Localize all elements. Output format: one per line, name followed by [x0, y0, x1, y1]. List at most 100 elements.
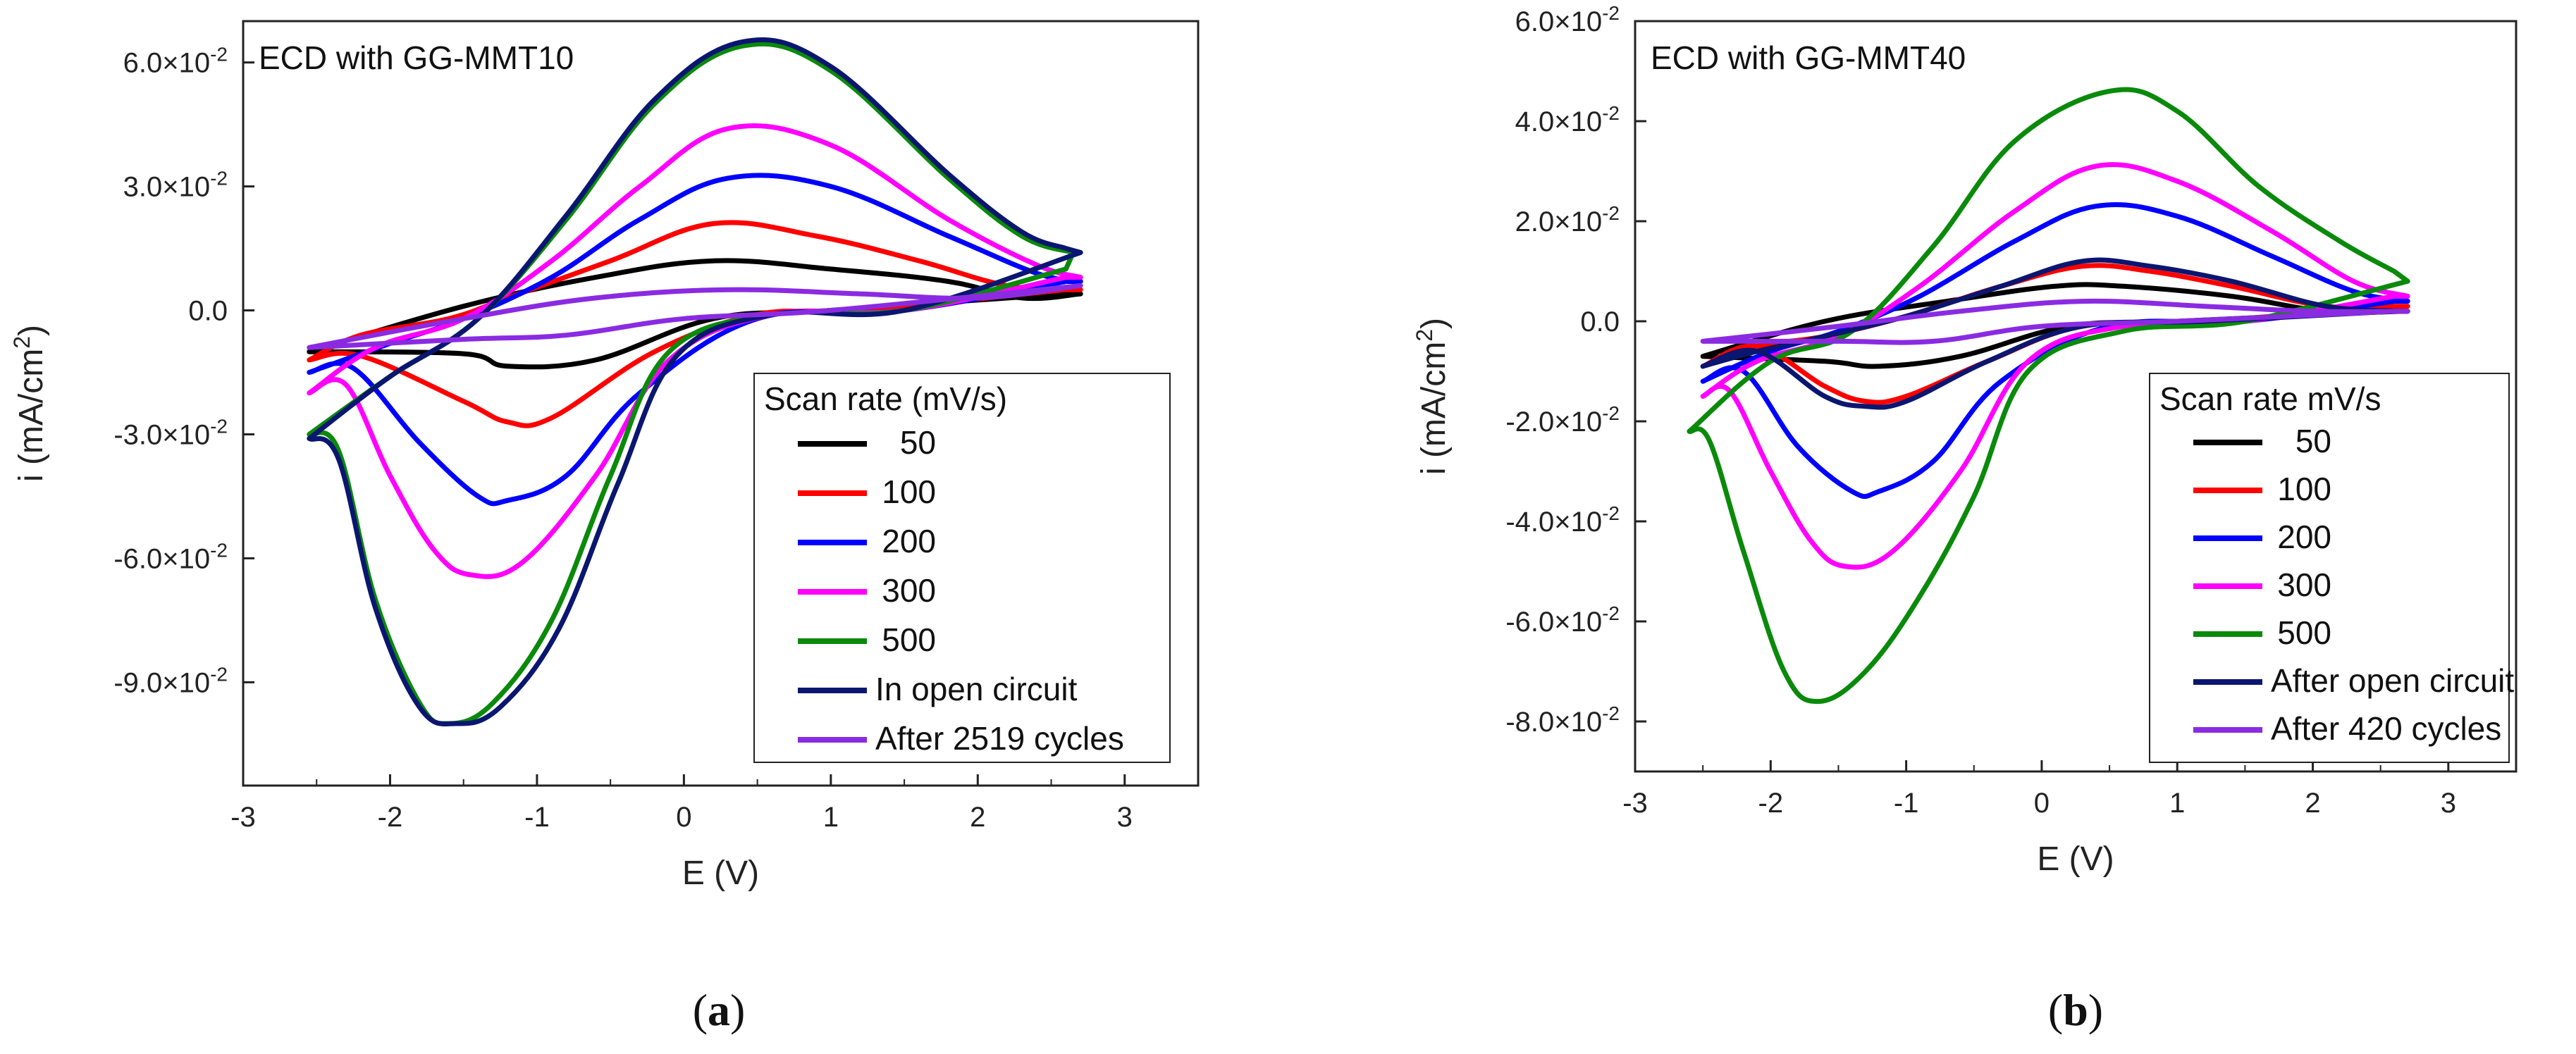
y-tick-exponent: -2 [210, 539, 228, 561]
x-axis-title: E (V) [682, 855, 759, 892]
x-tick-label: 0 [2034, 788, 2050, 819]
y-axis-title-main: i (mA/cm [1415, 342, 1453, 475]
y-tick-exponent: -2 [1602, 102, 1620, 124]
y-tick-mantissa: -3.0×10 [113, 419, 210, 450]
y-tick-mantissa: 0.0 [1580, 306, 1620, 337]
y-tick-exponent: -2 [1602, 502, 1620, 524]
cv-curve-after-420-cycles [1700, 298, 2410, 345]
legend-label: 100 [2277, 471, 2331, 507]
y-tick-mantissa: -9.0×10 [113, 667, 210, 698]
x-tick-label: 2 [2305, 788, 2320, 819]
series-group [1687, 87, 2410, 705]
y-tick-exponent: -2 [1602, 602, 1620, 624]
y-tick-mantissa: 6.0×10 [1515, 6, 1602, 37]
y-axis-title-superscript: 2 [1412, 329, 1437, 342]
y-tick-mantissa: 0.0 [188, 296, 228, 327]
legend-box [753, 373, 1171, 763]
legend-label: After open circuit [2271, 662, 2514, 699]
y-tick-mantissa: -6.0×10 [1505, 607, 1602, 638]
y-tick-exponent: -2 [210, 663, 228, 685]
legend-label: 300 [2277, 566, 2331, 603]
y-tick-label: -9.0×10-2 [113, 663, 228, 698]
chart-panel-b: -3 -2 -1 0 1 2 36.0×10-24.0×10-22.0×10-20.0-2.… [1412, 2, 2518, 1035]
y-tick-label: 6.0×10-2 [1515, 2, 1620, 37]
cv-curve-200 [307, 173, 1083, 507]
y-tick-mantissa: 2.0×10 [1515, 206, 1602, 237]
panel-label-open: ( [2048, 985, 2063, 1035]
legend-label: 200 [2277, 519, 2331, 555]
legend-title: Scan rate mV/s [2159, 380, 2381, 417]
legend-label: 300 [882, 572, 936, 609]
x-tick-label: 3 [2441, 788, 2456, 819]
y-tick-label: -4.0×10-2 [1505, 502, 1620, 538]
y-axis-title-superscript: 2 [9, 336, 35, 349]
x-tick-label: 2 [970, 802, 985, 833]
y-tick-mantissa: 4.0×10 [1515, 106, 1602, 137]
y-tick-exponent: -2 [1602, 2, 1620, 24]
chart-annotation-title: ECD with GG-MMT10 [259, 39, 574, 76]
y-tick-label: 0.0 [1580, 306, 1620, 337]
y-axis-title-close: ) [13, 325, 50, 336]
legend-label: After 2519 cycles [875, 720, 1124, 757]
y-tick-mantissa: -6.0×10 [113, 543, 210, 574]
legend-label: 50 [2295, 423, 2331, 459]
y-tick-mantissa: 3.0×10 [123, 172, 210, 203]
cv-curve-300 [1700, 162, 2410, 570]
y-tick-exponent: -2 [1602, 702, 1620, 724]
legend-label: 50 [900, 424, 936, 461]
y-tick-label: -6.0×10-2 [113, 539, 228, 574]
y-tick-label: -6.0×10-2 [1505, 602, 1620, 638]
y-tick-mantissa: -8.0×10 [1505, 707, 1602, 738]
y-tick-mantissa: -4.0×10 [1505, 507, 1602, 538]
x-axis-title: E (V) [2037, 841, 2114, 878]
cv-curve-50 [307, 258, 1083, 370]
y-axis-title: i (mA/cm2) [1412, 318, 1453, 475]
y-tick-exponent: -2 [1602, 402, 1620, 424]
y-axis-title-main: i (mA/cm [13, 349, 50, 482]
cv-curve-after-2519-cycles [307, 283, 1083, 350]
chart-panel-a: -3 -2 -1 0 1 2 36.0×10-23.0×10-20.0-3.0×10-2-6… [9, 20, 1200, 1035]
y-tick-exponent: -2 [210, 44, 228, 66]
x-tick-label: -1 [524, 802, 550, 833]
legend-label: In open circuit [875, 671, 1078, 707]
x-tick-label: 0 [676, 802, 691, 833]
x-tick-label: 3 [1117, 802, 1133, 833]
y-tick-label: 2.0×10-2 [1515, 202, 1620, 237]
cv-curve-200 [1700, 202, 2410, 500]
y-tick-label: -2.0×10-2 [1505, 402, 1620, 438]
panel-label: (b) [2048, 985, 2103, 1035]
panel-label-close: ) [2088, 985, 2103, 1035]
y-tick-label: 6.0×10-2 [123, 44, 228, 79]
x-tick-label: 1 [823, 802, 839, 833]
legend-title: Scan rate (mV/s) [764, 380, 1007, 417]
y-tick-label: -8.0×10-2 [1505, 702, 1620, 738]
series-group [307, 37, 1083, 726]
y-tick-label: 0.0 [188, 296, 228, 327]
cv-curve-300 [307, 123, 1083, 579]
x-tick-label: -2 [378, 802, 403, 833]
panel-label: (a) [693, 985, 746, 1035]
y-tick-label: 4.0×10-2 [1515, 102, 1620, 137]
plot-frame [242, 20, 1200, 787]
y-tick-exponent: -2 [210, 168, 228, 190]
legend-label: 500 [882, 621, 936, 658]
x-tick-label: -1 [1894, 788, 1919, 819]
legend-label: 500 [2277, 614, 2331, 651]
y-tick-exponent: -2 [210, 415, 228, 437]
y-axis-title: i (mA/cm2) [9, 325, 50, 482]
chart-annotation-title: ECD with GG-MMT40 [1651, 39, 1966, 76]
legend-label: 200 [882, 523, 936, 559]
x-tick-label: -3 [230, 802, 256, 833]
legend-label: After 420 cycles [2271, 710, 2501, 747]
y-tick-exponent: -2 [1602, 202, 1620, 224]
panel-label-letter: a [708, 985, 730, 1035]
legend-label: 100 [882, 473, 936, 510]
y-tick-mantissa: -2.0×10 [1505, 407, 1602, 438]
y-axis-title-close: ) [1415, 318, 1453, 329]
y-tick-mantissa: 6.0×10 [123, 48, 210, 79]
x-tick-label: -3 [1622, 788, 1648, 819]
x-tick-label: 1 [2169, 788, 2185, 819]
legend-box [2149, 373, 2510, 763]
panel-label-close: ) [730, 985, 745, 1035]
